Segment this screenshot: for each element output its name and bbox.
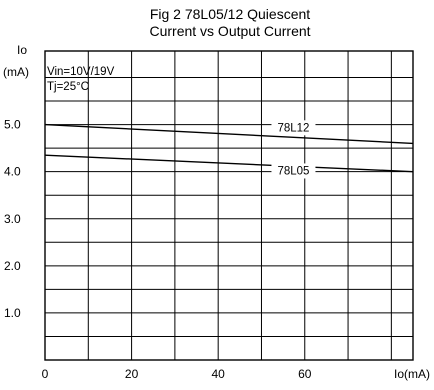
series-line-78l12 — [44, 123, 414, 145]
series-label-78l12: 78L12 — [277, 122, 309, 134]
series-line-78l05 — [44, 154, 414, 173]
series-label-78l05: 78L05 — [277, 165, 309, 177]
y-axis-label-line1: Io — [17, 43, 27, 57]
x-tick-label: 20 — [125, 367, 139, 381]
y-tick-label: 4.0 — [4, 165, 21, 179]
condition-vin: Vin=10V/19V — [47, 66, 115, 78]
y-tick-label: 3.0 — [4, 212, 21, 226]
plot-frame — [44, 50, 414, 361]
series-label-bg — [271, 163, 316, 179]
chart-title-line1: Fig 2 78L05/12 Quiescent — [150, 6, 310, 22]
x-tick-label: 40 — [211, 367, 225, 381]
y-tick-label: 1.0 — [4, 306, 21, 320]
x-tick-label: 60 — [298, 367, 312, 381]
x-axis-label: Io(mA) — [394, 367, 430, 381]
x-tick-label: 0 — [42, 367, 49, 381]
condition-tj: Tj=25°C — [47, 81, 89, 93]
y-tick-label: 2.0 — [4, 259, 21, 273]
series-label-bg — [271, 120, 316, 136]
series-group: 78L12 78L05 — [44, 120, 414, 179]
grid — [45, 51, 413, 360]
tick-labels: 1.0 2.0 3.0 4.0 5.0 0 20 40 60 — [4, 118, 312, 381]
y-tick-label: 5.0 — [4, 118, 21, 132]
chart-title-line2: Current vs Output Current — [149, 23, 310, 39]
y-axis-label-line2: (mA) — [3, 65, 29, 79]
